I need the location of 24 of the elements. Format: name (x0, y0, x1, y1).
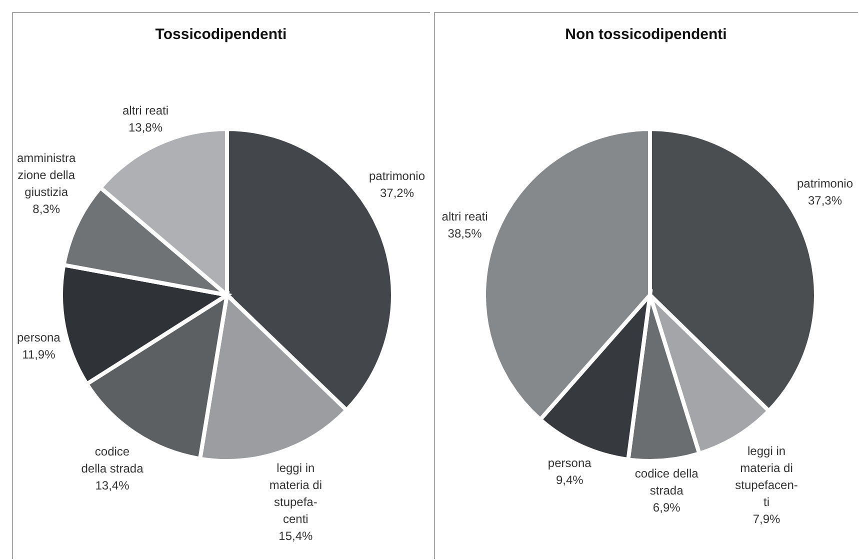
slice-label: patrimonio (796, 176, 854, 191)
data-label: 15,4% (278, 528, 314, 543)
slice-label: amministra zione della giustizia (16, 151, 76, 200)
slice-label: patrimonio (368, 169, 426, 184)
data-label: 37,3% (808, 194, 842, 208)
slice-label: persona (548, 456, 592, 470)
chart-title: Tossicodipendenti (155, 26, 287, 43)
data-label: 6,9% (652, 500, 681, 514)
slice-label: altri reati (442, 210, 488, 224)
data-label: 7,9% (752, 512, 781, 526)
slice-label: leggi in materia di stupefacen- ti (735, 444, 798, 510)
data-label: 8,3% (32, 202, 60, 216)
data-label: 38,5% (448, 226, 482, 241)
slice-label: codice della strada (81, 444, 144, 476)
data-label: 37,2% (380, 186, 414, 200)
data-label: 9,4% (556, 473, 584, 488)
slice-label: persona (16, 330, 61, 345)
slice-label: leggi in materia di stupefa- centi (269, 460, 322, 526)
data-label: 13,4% (95, 478, 130, 492)
slice-label: altri reati (122, 103, 169, 118)
chart-title: Non tossicodipendenti (565, 26, 727, 43)
data-label: 13,8% (128, 120, 163, 134)
data-label: 11,9% (22, 348, 56, 362)
slice-label: codice della strada (634, 466, 699, 498)
